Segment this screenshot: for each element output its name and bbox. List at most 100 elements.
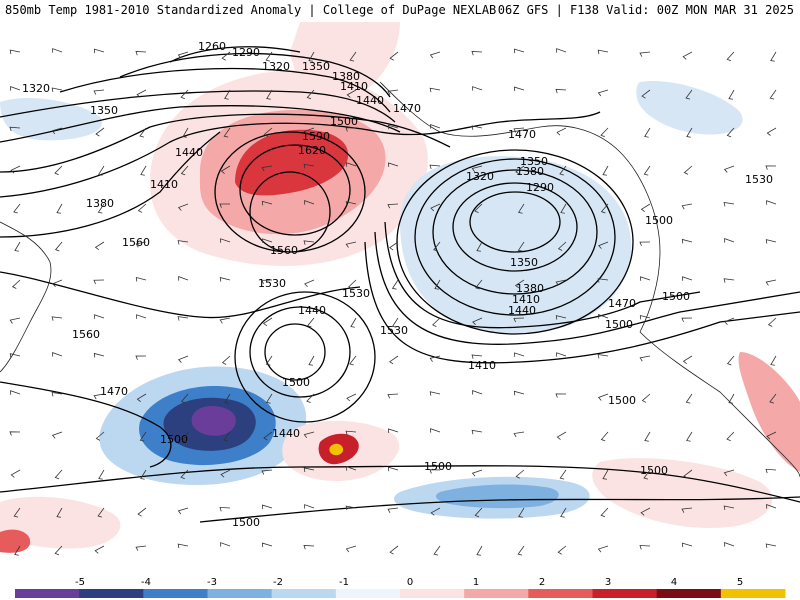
- wind-barb: [723, 278, 735, 283]
- wind-barb: [93, 89, 105, 95]
- wind-barb: [177, 240, 189, 245]
- wind-barb: [517, 545, 525, 556]
- wind-barb: [10, 390, 21, 395]
- wind-barb: [51, 127, 63, 135]
- wind-barb: [434, 279, 441, 290]
- wind-barb: [475, 279, 483, 290]
- contour-label: 1560: [122, 236, 150, 249]
- wind-barb: [476, 545, 483, 556]
- contour-label: 1440: [175, 146, 203, 159]
- contour-label: 1320: [262, 60, 290, 73]
- wind-barb: [639, 241, 651, 246]
- wind-barb: [471, 354, 483, 359]
- wind-barb: [598, 241, 609, 249]
- colorbar-swatch: [656, 589, 722, 598]
- wind-barb: [597, 545, 609, 553]
- wind-barb: [769, 89, 777, 100]
- wind-barb: [766, 504, 777, 509]
- wind-barb: [177, 355, 189, 363]
- contour-label: 1470: [508, 128, 536, 141]
- wind-barb: [306, 89, 315, 100]
- wind-barb: [518, 507, 525, 518]
- wind-barb: [180, 89, 189, 100]
- wind-barb: [770, 355, 777, 366]
- wind-barb: [429, 355, 441, 362]
- wind-barb: [556, 48, 567, 53]
- wind-barb: [10, 469, 21, 478]
- wind-barb: [136, 393, 147, 402]
- wind-barb: [345, 545, 357, 553]
- wind-barb: [686, 127, 693, 138]
- wind-barb: [303, 544, 315, 550]
- wind-barb: [389, 355, 399, 365]
- wind-barb: [474, 203, 483, 214]
- colorbar-tick-label: 2: [539, 577, 545, 588]
- wind-barb: [261, 542, 273, 548]
- wind-barb: [345, 430, 357, 436]
- wind-barb: [346, 393, 357, 402]
- wind-barb: [263, 431, 273, 441]
- contour-label: 1380: [332, 70, 360, 83]
- wind-barb: [262, 238, 273, 243]
- contour-label: 1290: [232, 46, 260, 59]
- wind-barb: [387, 89, 399, 95]
- wind-barb: [765, 543, 777, 549]
- wind-barb: [597, 393, 609, 401]
- wind-barb: [641, 393, 651, 403]
- wind-barb: [94, 314, 105, 319]
- warm-anomaly-southeast: [592, 458, 773, 528]
- wind-barb: [681, 203, 693, 210]
- contour-label: 1500: [330, 115, 358, 128]
- wind-barb: [513, 431, 525, 438]
- wind-barb: [430, 428, 441, 433]
- low-contour-1410: [396, 149, 634, 335]
- contour-label: 1470: [393, 102, 421, 115]
- wind-barb: [555, 315, 567, 320]
- wind-barb: [180, 469, 189, 480]
- wind-barb: [304, 200, 315, 205]
- wind-barb: [388, 162, 399, 167]
- contour-1530-west: [0, 271, 361, 319]
- wind-barb: [97, 203, 105, 214]
- wind-barb: [93, 48, 105, 54]
- wind-barb: [14, 241, 21, 252]
- wind-barb: [389, 51, 399, 61]
- wind-barb: [683, 469, 693, 479]
- wind-barb: [306, 393, 315, 404]
- wind-barb: [136, 314, 147, 319]
- height-contours: [0, 46, 800, 523]
- contour-label: 1530: [342, 287, 370, 300]
- warm-anomaly-southwest: [0, 496, 121, 549]
- wind-barb: [514, 279, 525, 289]
- wind-barb: [765, 165, 777, 170]
- colorbar-tick-label: -2: [273, 577, 283, 588]
- wind-barb: [350, 317, 357, 328]
- wind-barb: [265, 355, 273, 366]
- wind-barb: [598, 314, 609, 319]
- anomaly-shading: [0, 22, 800, 553]
- warm-anomaly-hot-spot: [329, 443, 344, 456]
- wind-barb: [685, 393, 693, 404]
- contour-label: 1350: [510, 256, 538, 269]
- contour-label: 1500: [640, 464, 668, 477]
- warm-anomaly-bering: [290, 22, 400, 103]
- wind-barb: [513, 390, 525, 396]
- contour-label: 1500: [232, 516, 260, 529]
- wind-barb: [767, 317, 777, 327]
- wind-barb: [643, 165, 651, 176]
- wind-barb: [94, 241, 105, 251]
- wind-barb: [308, 51, 315, 62]
- wind-barb: [471, 51, 483, 56]
- wind-barb: [517, 241, 525, 252]
- cold-anomaly-east-pacific: [636, 81, 743, 135]
- wind-barb: [685, 89, 693, 100]
- wind-barb: [177, 507, 189, 515]
- wind-barb: [389, 545, 399, 555]
- wind-barb: [303, 127, 315, 135]
- contour-1350: [0, 90, 396, 123]
- contour-label: 1500: [608, 394, 636, 407]
- wind-barb: [9, 317, 21, 324]
- wind-barb: [54, 165, 63, 176]
- contour-1500-east: [364, 241, 800, 364]
